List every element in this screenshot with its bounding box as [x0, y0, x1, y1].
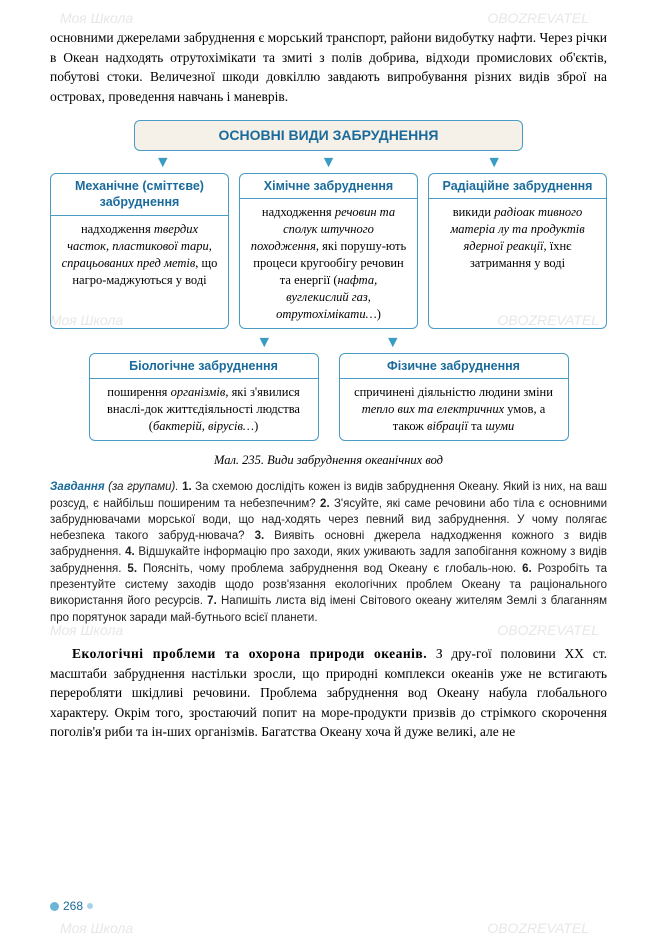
- tasks-groups: (за групами).: [108, 481, 178, 493]
- box-body: надходження твердих часток, пластикової …: [51, 216, 228, 294]
- box-biological: Біологічне забруднення поширення організ…: [89, 353, 319, 442]
- watermark: Моя Школа: [60, 918, 133, 938]
- box-radiation: Радіаційне забруднення викиди радіоак ти…: [428, 173, 607, 329]
- box-mechanical: Механічне (сміттєве) забруднення надходж…: [50, 173, 229, 329]
- arrow-down-icon: ▼: [321, 155, 337, 171]
- page-number: 268: [63, 898, 83, 915]
- watermark: OBOZREVATEL: [487, 918, 589, 938]
- arrow-down-icon: ▼: [486, 155, 502, 171]
- watermark: Моя Школа: [60, 8, 133, 28]
- box-head: Механічне (сміттєве) забруднення: [51, 174, 228, 217]
- diagram-row-1: Механічне (сміттєве) забруднення надходж…: [50, 173, 607, 329]
- box-head: Хімічне забруднення: [240, 174, 417, 200]
- box-body: надходження речовин та сполук штучного п…: [240, 199, 417, 327]
- tasks-block: Завдання (за групами). 1. За схемою досл…: [50, 479, 607, 626]
- box-body: викиди радіоак тивного матеріа лу та про…: [429, 199, 606, 277]
- box-chemical: Хімічне забруднення надходження речовин …: [239, 173, 418, 329]
- arrow-down-icon: ▼: [256, 335, 272, 351]
- intro-paragraph: основними джерелами забруднення є морськ…: [50, 28, 607, 106]
- bullet-icon: [50, 902, 59, 911]
- conclusion-heading: Екологічні проблеми та охорона природи о…: [72, 646, 427, 661]
- diagram-row-2: Біологічне забруднення поширення організ…: [50, 353, 607, 442]
- arrow-row-top: ▼ ▼ ▼: [50, 155, 607, 171]
- conclusion-paragraph: Екологічні проблеми та охорона природи о…: [50, 644, 607, 742]
- box-body: поширення організмів, які з'явилися внас…: [90, 379, 318, 440]
- page-number-wrap: 268: [50, 898, 93, 915]
- pollution-diagram: ОСНОВНІ ВИДИ ЗАБРУДНЕННЯ ▼ ▼ ▼ Механічне…: [50, 120, 607, 441]
- diagram-title: ОСНОВНІ ВИДИ ЗАБРУДНЕННЯ: [134, 120, 524, 150]
- box-head: Радіаційне забруднення: [429, 174, 606, 200]
- arrow-down-icon: ▼: [385, 335, 401, 351]
- tasks-lead: Завдання: [50, 481, 105, 493]
- arrow-down-icon: ▼: [155, 155, 171, 171]
- watermark: OBOZREVATEL: [487, 8, 589, 28]
- box-head: Біологічне забруднення: [90, 354, 318, 380]
- arrow-row-bottom: ▼ ▼: [50, 335, 607, 351]
- box-head: Фізичне забруднення: [340, 354, 568, 380]
- bullet-icon: [87, 903, 93, 909]
- box-physical: Фізичне забруднення спричинені діяльніст…: [339, 353, 569, 442]
- figure-caption: Мал. 235. Види забруднення океанічних во…: [50, 451, 607, 469]
- box-body: спричинені діяльністю людини зміни тепло…: [340, 379, 568, 440]
- tasks-body: 1. За схемою дослідіть кожен із видів за…: [50, 481, 607, 624]
